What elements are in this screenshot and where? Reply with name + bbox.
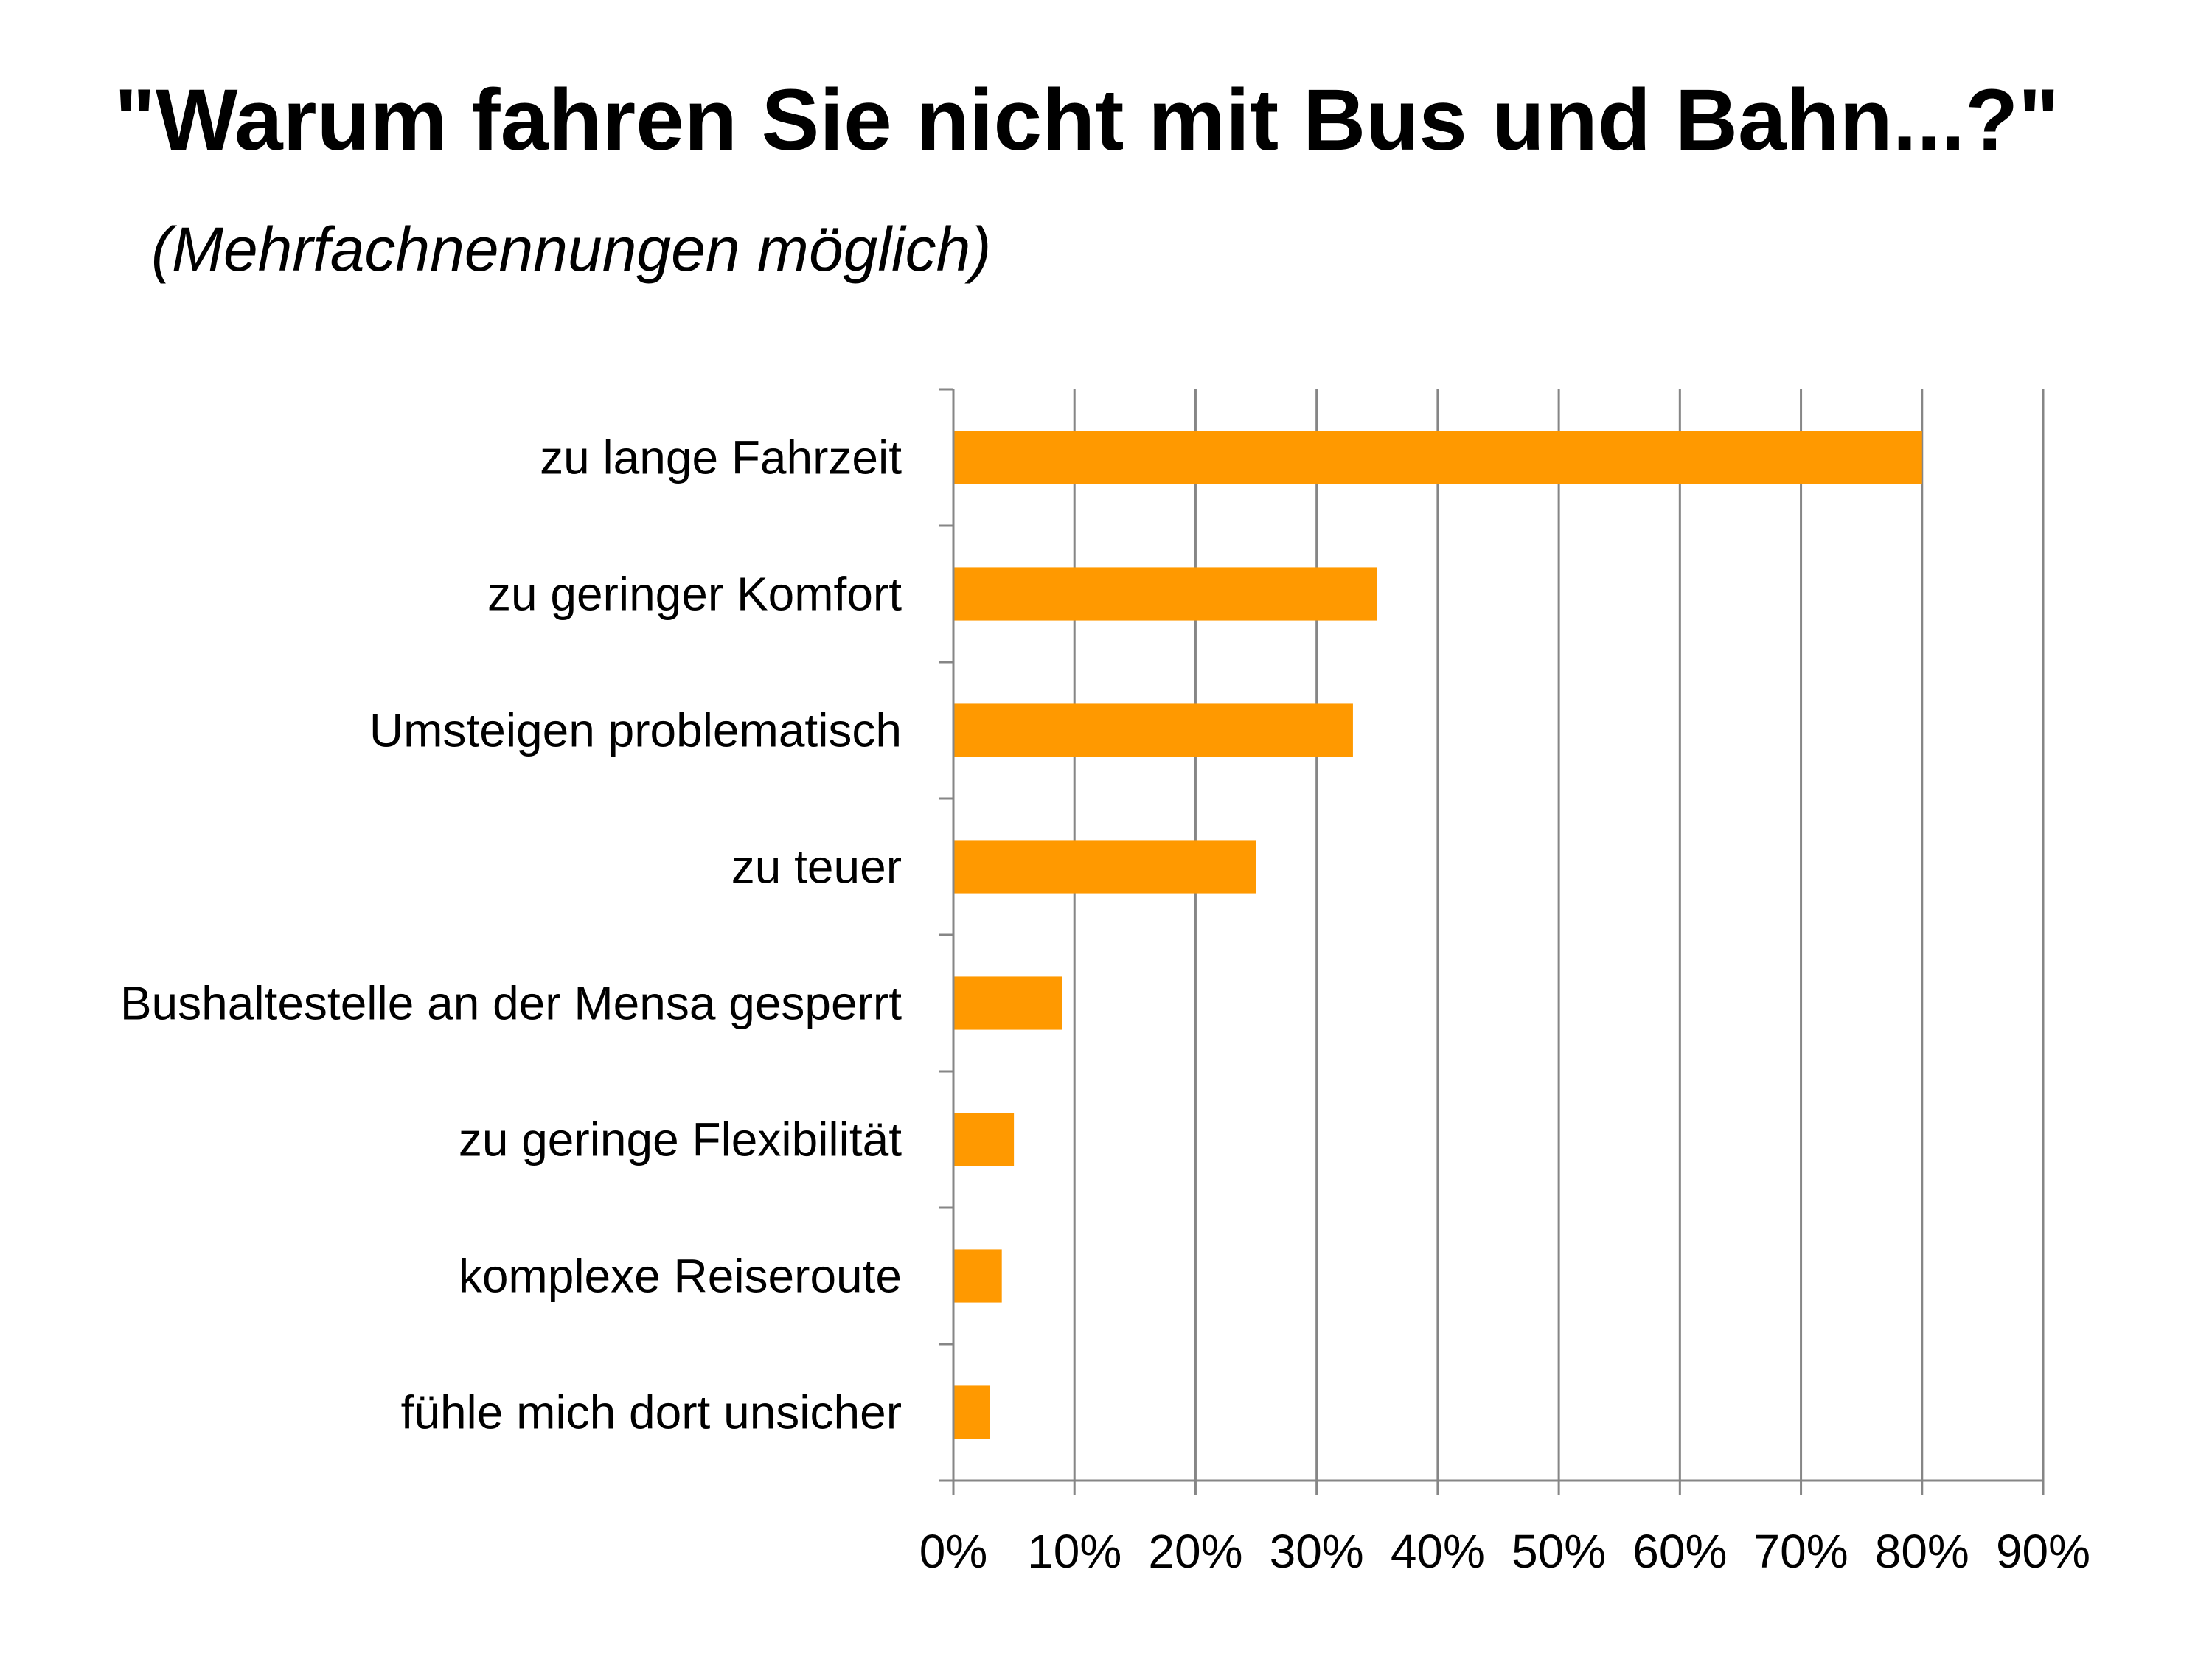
- bar: [954, 431, 1922, 484]
- x-tick-label: 90%: [1996, 1525, 2090, 1578]
- bar: [954, 1385, 990, 1439]
- axes: [939, 388, 2045, 1495]
- x-tick-label: 70%: [1754, 1525, 1848, 1578]
- x-tick-label: 20%: [1148, 1525, 1242, 1578]
- category-label: zu lange Fahrzeit: [540, 431, 902, 484]
- x-tick-label: 10%: [1027, 1525, 1121, 1578]
- x-tick-label: 60%: [1632, 1525, 1727, 1578]
- x-tick-label: 40%: [1391, 1525, 1485, 1578]
- bar: [954, 1113, 1015, 1166]
- x-tick-label: 30%: [1270, 1525, 1364, 1578]
- tick-labels: 0% 10% 20% 30% 40% 50% 60% 70% 80% 90%: [919, 1525, 2090, 1578]
- bar: [954, 1249, 1002, 1303]
- bar: [954, 703, 1353, 757]
- category-label: fühle mich dort unsicher: [401, 1386, 902, 1439]
- bars: [954, 431, 1922, 1439]
- bar: [954, 567, 1377, 621]
- bar: [954, 976, 1062, 1030]
- category-label: komplexe Reiseroute: [459, 1250, 902, 1303]
- category-labels: zu lange Fahrzeit zu geringer Komfort Umst…: [120, 431, 902, 1439]
- category-label: zu geringe Flexibilität: [459, 1113, 902, 1166]
- category-label: Bushaltestelle an der Mensa gesperrt: [120, 977, 902, 1030]
- chart-title: "Warum fahren Sie nicht mit Bus und Bahn…: [114, 72, 2060, 169]
- x-tick-label: 0%: [919, 1525, 988, 1578]
- category-label: zu teuer: [731, 841, 902, 894]
- x-tick-label: 80%: [1875, 1525, 1969, 1578]
- category-label: zu geringer Komfort: [487, 568, 902, 621]
- gridlines: [1073, 389, 2045, 1481]
- x-tick-label: 50%: [1512, 1525, 1606, 1578]
- chart-subtitle: (Mehrfachnennungen möglich): [151, 215, 992, 284]
- category-label: Umsteigen problematisch: [369, 704, 902, 757]
- bar: [954, 840, 1256, 894]
